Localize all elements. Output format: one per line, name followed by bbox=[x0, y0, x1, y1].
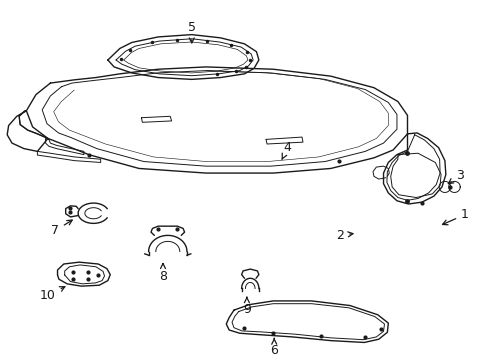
Text: 3: 3 bbox=[447, 169, 463, 184]
Text: 1: 1 bbox=[442, 208, 468, 225]
Text: 10: 10 bbox=[40, 287, 65, 302]
Text: 7: 7 bbox=[51, 220, 72, 237]
Text: 9: 9 bbox=[243, 297, 250, 316]
Text: 2: 2 bbox=[336, 229, 352, 242]
Text: 8: 8 bbox=[159, 264, 167, 283]
Text: 4: 4 bbox=[281, 141, 291, 159]
Text: 5: 5 bbox=[187, 21, 195, 43]
Text: 6: 6 bbox=[270, 338, 278, 357]
